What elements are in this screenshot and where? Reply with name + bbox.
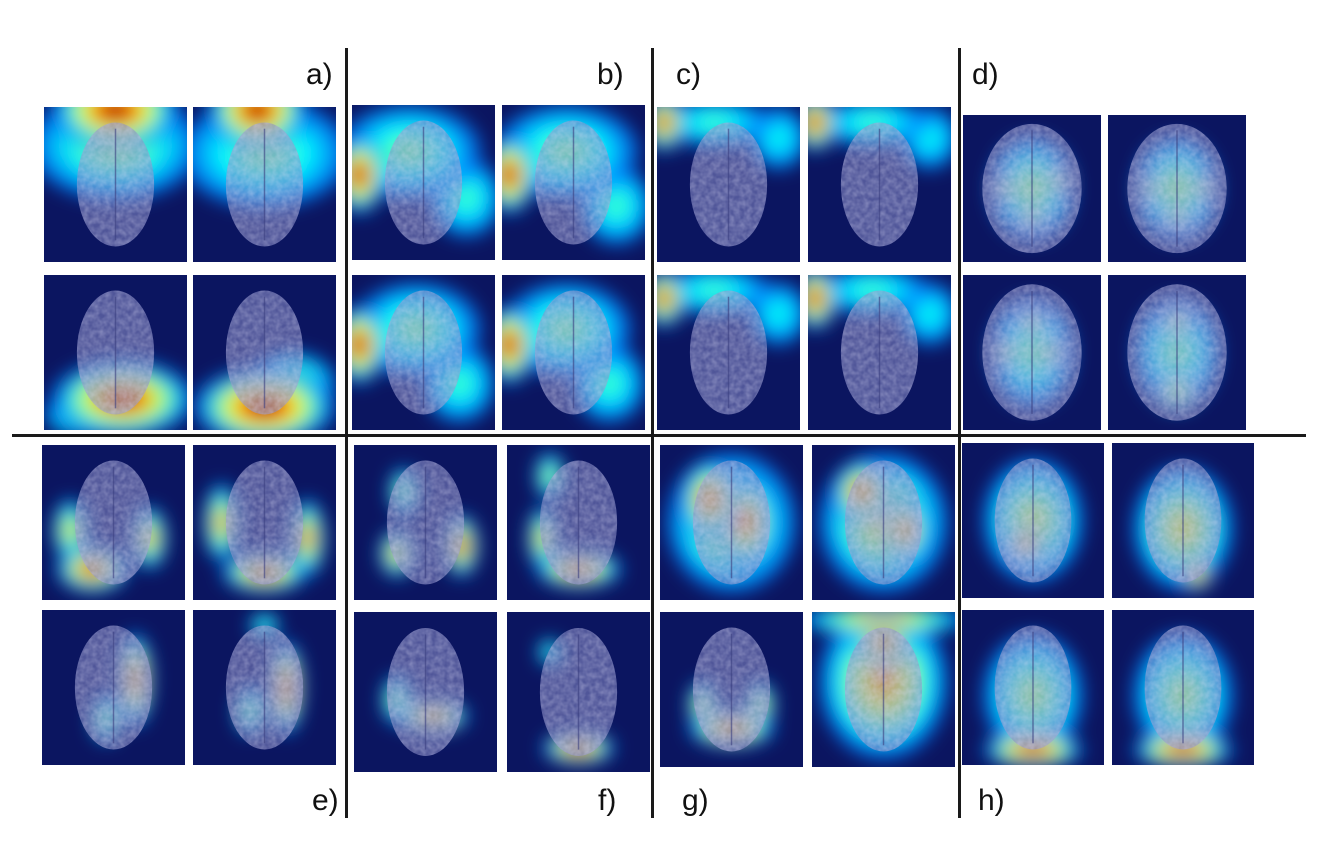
mri-saliency-tile <box>657 107 800 262</box>
mri-saliency-tile <box>193 445 336 600</box>
mri-saliency-tile <box>1108 115 1246 262</box>
panel-label-d: d) <box>972 58 999 91</box>
mri-saliency-tile <box>507 612 650 772</box>
mri-saliency-tile <box>352 105 495 260</box>
mri-saliency-tile <box>44 275 187 430</box>
mri-saliency-tile <box>42 445 185 600</box>
mri-saliency-tile <box>1108 275 1246 430</box>
mri-saliency-tile <box>193 107 336 262</box>
mri-saliency-tile <box>1112 443 1254 598</box>
mri-saliency-tile <box>352 275 495 430</box>
mri-saliency-tile <box>808 275 951 430</box>
mri-saliency-tile <box>812 612 955 767</box>
heatmap-overlay <box>657 107 800 169</box>
mri-saliency-tile <box>1112 610 1254 765</box>
mri-saliency-tile <box>42 610 185 765</box>
mri-saliency-tile <box>354 612 497 772</box>
mri-saliency-tile <box>193 610 336 765</box>
divider-vertical-1 <box>345 48 348 818</box>
panel-label-a: a) <box>306 58 333 91</box>
mri-saliency-tile <box>963 115 1101 262</box>
mri-saliency-tile <box>44 107 187 262</box>
panel-label-e: e) <box>312 784 339 817</box>
mri-saliency-tile <box>502 105 645 260</box>
mri-saliency-tile <box>502 275 645 430</box>
mri-saliency-tile <box>808 107 951 262</box>
divider-vertical-3 <box>958 48 961 818</box>
mri-saliency-tile <box>963 275 1101 430</box>
mri-saliency-tile <box>962 610 1104 765</box>
mri-saliency-tile <box>812 445 955 600</box>
panel-label-c: c) <box>676 58 701 91</box>
divider-horizontal <box>12 434 1306 437</box>
panel-label-g: g) <box>682 784 709 817</box>
divider-vertical-2 <box>651 48 654 818</box>
panel-label-f: f) <box>598 784 617 817</box>
panel-label-h: h) <box>978 784 1005 817</box>
mri-saliency-tile <box>962 443 1104 598</box>
panel-label-b: b) <box>597 58 624 91</box>
mri-saliency-tile <box>660 612 803 767</box>
mri-saliency-tile <box>660 445 803 600</box>
mri-saliency-tile <box>657 275 800 430</box>
mri-saliency-tile <box>193 275 336 430</box>
mri-saliency-tile <box>507 445 650 600</box>
mri-saliency-tile <box>354 445 497 600</box>
